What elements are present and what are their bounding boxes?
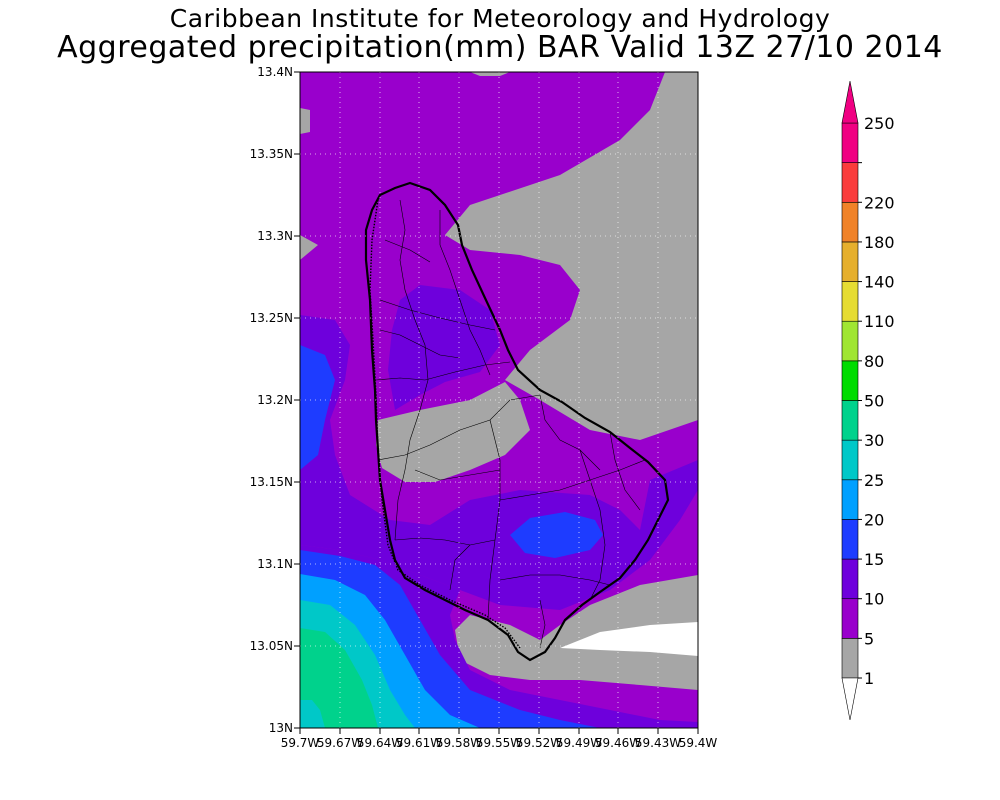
field-green: [300, 628, 378, 728]
colorbar-label: 110: [864, 312, 895, 331]
barbados-outline: [364, 181, 670, 662]
field-gray-northeast: [445, 72, 698, 440]
colorbar-label: 10: [864, 590, 884, 609]
field-below-1mm: [560, 622, 698, 656]
lat-label: 13N: [269, 721, 293, 735]
field-blue-west: [300, 345, 335, 470]
field-gray-south: [455, 575, 698, 690]
colorbar-segment: [841, 281, 859, 322]
lon-label: 59.49W: [556, 736, 602, 750]
colorbar-segment: [841, 558, 859, 600]
field-gray-nw-edge2: [300, 235, 318, 260]
colorbar-segment: [841, 638, 859, 679]
lon-label: 59.4W: [679, 736, 718, 750]
field-gray-nw-edge1: [300, 108, 310, 134]
colorbar-label: 50: [864, 392, 884, 411]
lat-label: 13.1N: [257, 557, 293, 571]
lat-tick-labels: 13.4N 13.35N 13.3N 13.25N 13.2N 13.15N 1…: [250, 65, 293, 735]
lat-label: 13.35N: [250, 147, 293, 161]
colorbar-label: 180: [864, 233, 895, 252]
precipitation-field: [300, 72, 698, 728]
colorbar-label: 250: [864, 114, 895, 133]
colorbar-label: 220: [864, 193, 895, 212]
chart-title-line2: Aggregated precipitation(mm) BAR Valid 1…: [57, 30, 943, 65]
colorbar-segment: [841, 598, 859, 639]
colorbar-label: 140: [864, 273, 895, 292]
colorbar-label: 80: [864, 352, 884, 371]
lon-label: 59.58W: [436, 736, 482, 750]
chart-title-line1: Caribbean Institute for Meteorology and …: [169, 4, 831, 33]
lat-label: 13.4N: [257, 65, 293, 79]
colorbar-below-arrow: [841, 677, 859, 721]
colorbar-segment: [841, 241, 859, 282]
field-gray-central: [376, 382, 530, 482]
colorbar-label: 1: [864, 669, 874, 688]
lon-label: 59.55W: [476, 736, 522, 750]
field-blue-center: [510, 512, 603, 558]
lon-label: 59.67W: [317, 736, 363, 750]
lon-label: 59.43W: [635, 736, 681, 750]
colorbar-segment: [841, 201, 859, 243]
colorbar-label: 15: [864, 550, 884, 569]
colorbar-segment: [841, 122, 859, 163]
lat-label: 13.15N: [250, 475, 293, 489]
colorbar-label: 20: [864, 510, 884, 529]
colorbar-label: 25: [864, 471, 884, 490]
lon-tick-labels: 59.7W 59.67W 59.64W 59.61W 59.58W 59.55W…: [281, 736, 718, 750]
field-gray-top: [470, 72, 510, 76]
lon-tick-marks: [299, 728, 699, 734]
field-violet-west: [388, 285, 500, 410]
colorbar-segment: [841, 162, 859, 203]
colorbar-segment: [841, 439, 859, 481]
lat-label: 13.05N: [250, 639, 293, 653]
lat-label: 13.2N: [257, 393, 293, 407]
lon-label: 59.64W: [357, 736, 403, 750]
colorbar-segment: [841, 519, 859, 560]
colorbar-segment: [841, 479, 859, 520]
colorbar-segment: [841, 320, 859, 362]
lon-label: 59.61W: [396, 736, 442, 750]
colorbar-label: 5: [864, 629, 874, 648]
colorbar-above-arrow: [841, 80, 859, 124]
lon-label: 59.46W: [595, 736, 641, 750]
lat-tick-marks: [294, 71, 300, 729]
lat-label: 13.25N: [250, 311, 293, 325]
colorbar-label: 30: [864, 431, 884, 450]
lon-label: 59.7W: [281, 736, 320, 750]
colorbar-segment: [841, 360, 859, 401]
lon-label: 59.52W: [516, 736, 562, 750]
colorbar-segment: [841, 400, 859, 441]
lat-label: 13.3N: [257, 229, 293, 243]
